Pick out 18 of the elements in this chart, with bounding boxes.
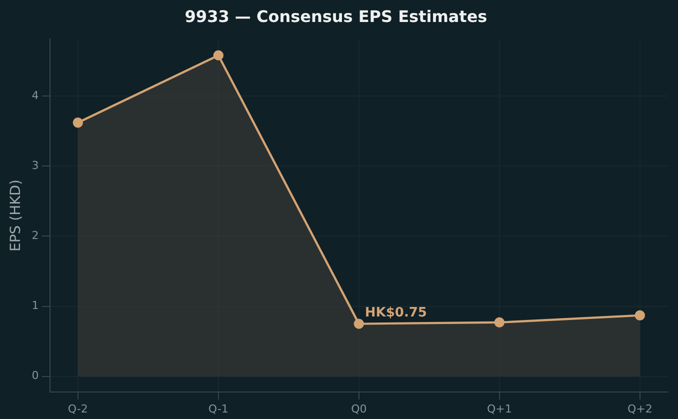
point xyxy=(494,317,504,328)
y-tick-label: 3 xyxy=(32,158,39,172)
y-tick-label: 4 xyxy=(32,88,39,102)
y-axis-title: EPS (HKD) xyxy=(8,179,24,252)
y-tick-label: 2 xyxy=(32,229,39,242)
x-tick-label: Q+1 xyxy=(486,402,512,416)
x-tick-label: Q0 xyxy=(351,402,367,416)
x-tick-label: Q-2 xyxy=(68,402,88,416)
point xyxy=(634,310,645,320)
point xyxy=(354,318,364,329)
point xyxy=(213,50,224,60)
point xyxy=(72,118,83,128)
y-tick-label: 1 xyxy=(32,299,39,312)
chart-title: 9933 — Consensus EPS Estimates xyxy=(184,6,488,26)
x-tick-label: Q-1 xyxy=(208,402,228,416)
x-tick-label: Q+2 xyxy=(627,402,652,416)
y-tick-label: 0 xyxy=(32,369,39,382)
annotation: HK$0.75 xyxy=(364,306,427,321)
